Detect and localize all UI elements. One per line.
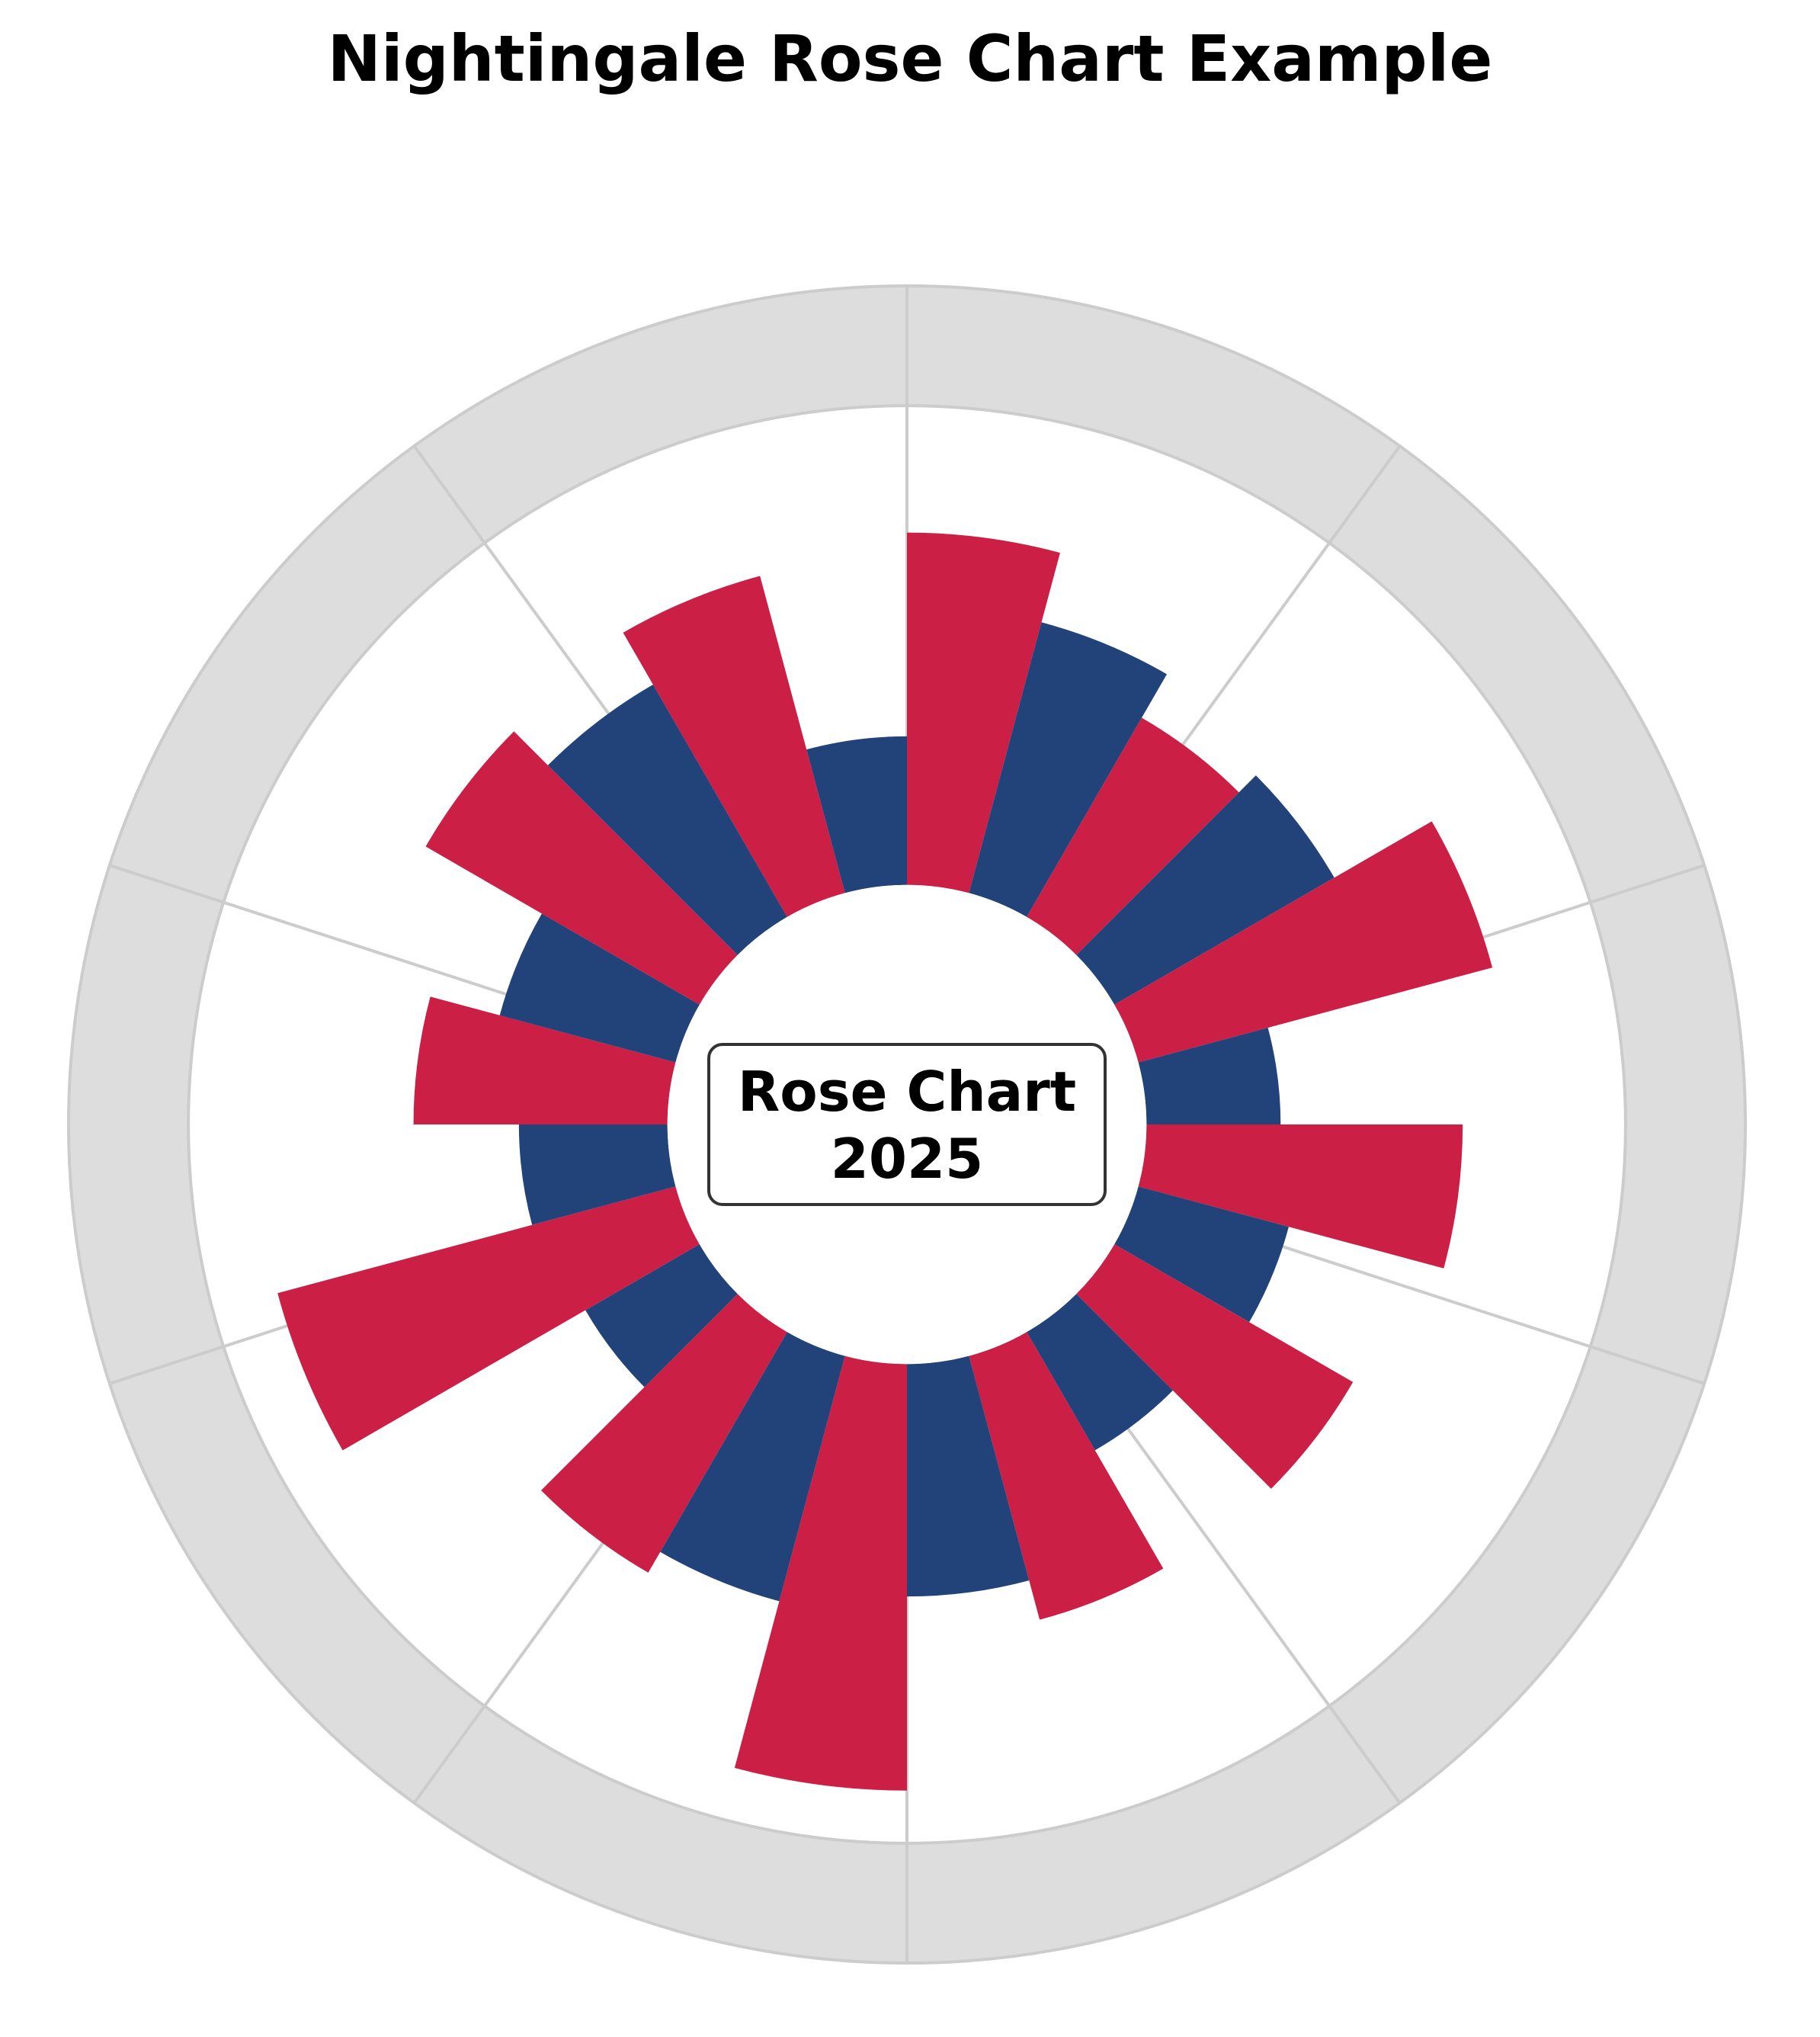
rose-sector-3	[1027, 717, 1239, 955]
rose-sector-2	[969, 622, 1168, 917]
rose-sector-9	[1076, 1244, 1354, 1489]
rose-sector-10	[1027, 1294, 1173, 1451]
rose-sector-17	[277, 1186, 700, 1451]
rose-sector-12	[907, 1355, 1030, 1597]
rose-sector-19	[413, 996, 676, 1124]
chart-title: Nightingale Rose Chart Example	[327, 21, 1493, 96]
rose-sector-4	[1076, 775, 1335, 1005]
rose-sector-8	[1114, 1186, 1289, 1323]
rose-sector-1	[907, 532, 1060, 893]
rose-sector-22	[547, 684, 787, 955]
rose-sector-21	[425, 731, 738, 1005]
rose-sector-6	[1138, 1028, 1281, 1124]
rose-sector-14	[660, 1332, 845, 1602]
rose-sector-13	[734, 1355, 907, 1791]
center-layer: Rose Chart 2025	[667, 884, 1147, 1365]
center-label-box	[707, 1043, 1107, 1206]
center-label-line2: 2025	[831, 1127, 983, 1191]
rose-sector-7	[1138, 1124, 1463, 1269]
rose-sector-24	[806, 736, 907, 893]
rose-sector-15	[540, 1294, 787, 1573]
rose-sector-23	[623, 576, 845, 917]
rose-sector-20	[499, 913, 700, 1063]
rose-sector-18	[518, 1124, 676, 1225]
rose-sector-5	[1114, 821, 1493, 1063]
rose-sector-11	[969, 1332, 1164, 1620]
sector-layer	[277, 532, 1493, 1791]
rose-sector-16	[585, 1244, 738, 1387]
center-label-line1: Rose Chart	[738, 1060, 1076, 1124]
